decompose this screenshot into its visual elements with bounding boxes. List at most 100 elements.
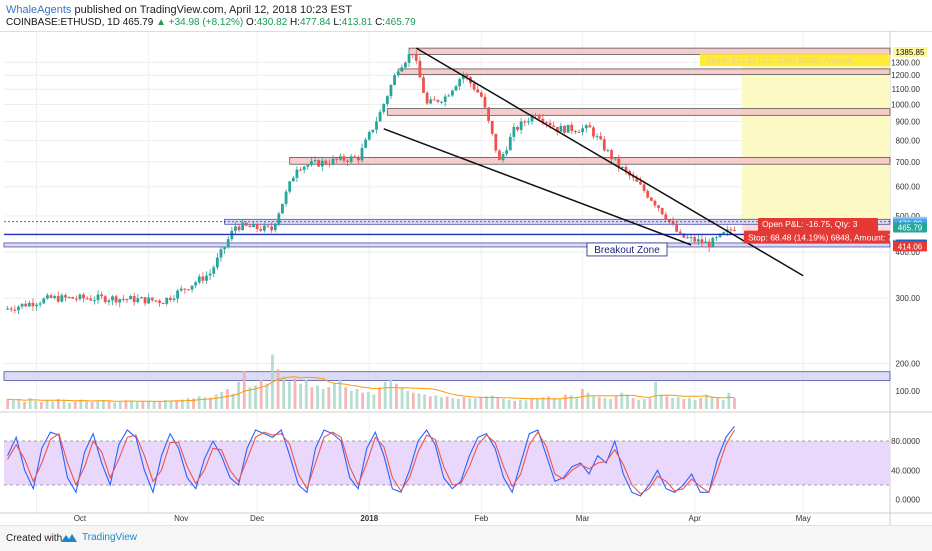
candle-body-42 bbox=[158, 300, 161, 303]
candle-body-78 bbox=[288, 181, 292, 192]
candle-body-85 bbox=[313, 160, 317, 162]
candle-body-135 bbox=[494, 133, 498, 151]
candle-body-35 bbox=[132, 296, 136, 303]
volume-bar-99 bbox=[564, 394, 567, 409]
candle-body-58 bbox=[215, 257, 219, 268]
high-value: 477.84 bbox=[299, 17, 331, 28]
grid bbox=[0, 31, 932, 525]
candle-body-34 bbox=[129, 296, 132, 300]
breakout-text: Breakout Zone bbox=[594, 245, 660, 256]
author-link[interactable]: WhaleAgents bbox=[6, 4, 72, 16]
candle-body-6 bbox=[27, 302, 31, 307]
volume-bar-123 bbox=[699, 398, 703, 409]
candle-body-180 bbox=[657, 205, 660, 208]
candle-body-86 bbox=[317, 160, 321, 167]
volume-bar-122 bbox=[693, 399, 697, 409]
volume-bar-78 bbox=[445, 396, 449, 409]
price-tick-6: 800.00 bbox=[896, 136, 921, 145]
candle-body-89 bbox=[328, 163, 331, 165]
volume-bar-103 bbox=[586, 392, 590, 409]
volume-bar-34 bbox=[197, 396, 201, 409]
volume-bar-127 bbox=[721, 399, 725, 409]
candle-body-77 bbox=[284, 191, 288, 204]
symbol-name[interactable]: COINBASE:ETHUSD, 1D bbox=[6, 17, 120, 28]
price-axis[interactable]: 200.00 300.00 400.00 500.00 600.00 700.00 800.… bbox=[891, 47, 927, 368]
volume-bar-40 bbox=[231, 393, 235, 409]
volume-bar-84 bbox=[479, 397, 483, 409]
candle-body-107 bbox=[393, 75, 396, 85]
volume-bar-106 bbox=[603, 398, 607, 409]
candle-body-177 bbox=[646, 190, 650, 198]
drawing-lines[interactable] bbox=[4, 47, 890, 277]
candle-body-32 bbox=[121, 299, 125, 301]
candle-body-67 bbox=[248, 225, 252, 228]
volume-bar-71 bbox=[406, 390, 410, 409]
candle-body-186 bbox=[678, 231, 682, 234]
candle-body-65 bbox=[241, 222, 245, 230]
candle-body-39 bbox=[147, 297, 151, 304]
stoch-band bbox=[4, 441, 890, 485]
candle-body-132 bbox=[483, 96, 487, 108]
candle-body-170 bbox=[620, 166, 624, 168]
zone-1 bbox=[397, 68, 891, 75]
candle-body-21 bbox=[82, 294, 85, 299]
stop-box bbox=[744, 230, 890, 244]
volume-bar-43 bbox=[248, 387, 252, 409]
candle-body-69 bbox=[255, 224, 259, 229]
drawing-zones[interactable] bbox=[3, 47, 891, 381]
candle-body-131 bbox=[479, 92, 483, 97]
candle-body-91 bbox=[335, 158, 339, 160]
candle-body-43 bbox=[161, 302, 165, 304]
price-tick-7: 900.00 bbox=[896, 117, 921, 126]
volume-bar-8 bbox=[51, 401, 55, 409]
volume-bar-38 bbox=[220, 391, 224, 409]
volume-bar-94 bbox=[535, 398, 539, 409]
candle-body-28 bbox=[107, 300, 111, 303]
candle-body-191 bbox=[696, 239, 700, 242]
volume-bar-35 bbox=[203, 397, 207, 409]
candle-body-201 bbox=[733, 229, 736, 231]
candle-body-41 bbox=[154, 300, 158, 302]
candle-body-144 bbox=[526, 121, 530, 123]
candle-body-54 bbox=[201, 276, 205, 281]
candle-body-194 bbox=[707, 241, 711, 248]
candle-body-3 bbox=[17, 306, 20, 311]
candle-body-94 bbox=[346, 160, 349, 162]
candle-body-33 bbox=[125, 299, 129, 301]
candle-body-101 bbox=[371, 129, 375, 132]
volume-bar-21 bbox=[124, 400, 128, 409]
candle-body-26 bbox=[100, 294, 104, 297]
volume-bar-59 bbox=[338, 380, 342, 409]
candle-body-112 bbox=[411, 54, 415, 56]
volume-bar-89 bbox=[507, 399, 511, 409]
candle-body-109 bbox=[400, 67, 404, 72]
volume-bar-81 bbox=[462, 397, 466, 409]
chart-canvas[interactable]: 100.00 0.0000 40.0000 80.0000 200.00 300.00… bbox=[0, 31, 932, 525]
time-axis[interactable]: Oct Nov Dec 2018 Feb Mar Apr May bbox=[74, 514, 811, 523]
zone-2 bbox=[386, 108, 891, 116]
volume-bar-19 bbox=[113, 402, 117, 409]
volume-bar-112 bbox=[637, 399, 641, 409]
time-tick-5: Mar bbox=[576, 514, 590, 523]
volume-bar-13 bbox=[79, 399, 83, 409]
volume-bar-80 bbox=[456, 399, 460, 409]
candle-body-188 bbox=[686, 237, 689, 239]
candle-body-190 bbox=[693, 237, 697, 242]
candle-body-179 bbox=[653, 200, 657, 206]
stoch-line-%D bbox=[7, 429, 735, 495]
candle-body-121 bbox=[443, 96, 447, 102]
candle-body-30 bbox=[114, 296, 118, 303]
volume-bar-82 bbox=[468, 398, 472, 409]
candle-body-150 bbox=[548, 122, 552, 126]
volume-bar-113 bbox=[642, 399, 646, 409]
candle-body-175 bbox=[639, 181, 642, 185]
open-value: 430.82 bbox=[256, 17, 288, 28]
volume-bar-95 bbox=[541, 397, 545, 409]
candle-body-174 bbox=[635, 177, 639, 182]
candle-body-7 bbox=[31, 302, 35, 307]
volume-bar-110 bbox=[626, 394, 629, 409]
volume-bar-121 bbox=[688, 398, 691, 409]
candle-body-63 bbox=[234, 226, 237, 231]
candle-body-156 bbox=[570, 124, 574, 132]
tradingview-brand[interactable]: TradingView bbox=[82, 532, 138, 543]
